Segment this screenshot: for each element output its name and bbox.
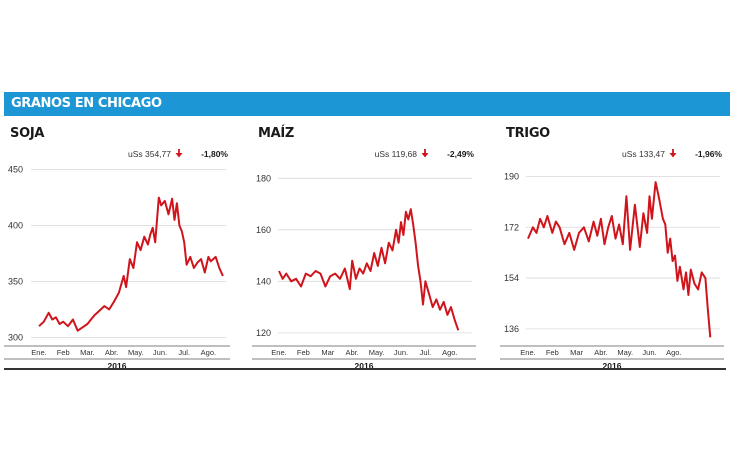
y-tick-label: 400 bbox=[8, 221, 23, 231]
month-label: Ene. bbox=[271, 348, 286, 357]
month-label: Feb bbox=[546, 348, 559, 357]
change-label: -1,96% bbox=[695, 149, 722, 159]
month-label: May. bbox=[369, 348, 385, 357]
month-label: Abr. bbox=[105, 348, 118, 357]
banner-title: GRANOS EN CHICAGO bbox=[11, 96, 162, 111]
y-tick-label: 120 bbox=[256, 328, 271, 338]
y-tick-label: 154 bbox=[504, 273, 519, 283]
month-label: Feb bbox=[57, 348, 70, 357]
month-label: May. bbox=[617, 348, 633, 357]
month-label: Ago. bbox=[442, 348, 457, 357]
y-tick-label: 160 bbox=[256, 225, 271, 235]
price-label: uSs 133,47 bbox=[622, 149, 665, 159]
month-label: Jun. bbox=[153, 348, 167, 357]
chart-trigo: uSs 133,47 -1,96% 136 154 172 190 Ene. Feb Mar Ab… bbox=[500, 149, 724, 371]
month-label: Jun. bbox=[642, 348, 656, 357]
y-tick-label: 190 bbox=[504, 171, 519, 181]
change-label: -1,80% bbox=[201, 149, 228, 159]
chart-soja: uSs 354,77 -1,80% 300 350 400 450 Ene. Feb Mar. A… bbox=[4, 149, 230, 371]
arrow-down-icon bbox=[175, 149, 183, 158]
year-label: 2016 bbox=[355, 361, 374, 371]
year-label: 2016 bbox=[108, 361, 127, 371]
arrow-down-icon bbox=[421, 149, 429, 158]
chart-panel-maiz: MAÍZ uSs 119,68 -2,49% 120 140 160 180 Ene. Feb… bbox=[252, 118, 478, 371]
series-line bbox=[278, 208, 460, 331]
arrow-down-icon-head bbox=[175, 153, 183, 158]
price-label: uSs 119,68 bbox=[375, 149, 418, 159]
month-label: Jul. bbox=[178, 348, 190, 357]
month-label: Jun. bbox=[394, 348, 408, 357]
month-label: Ene. bbox=[31, 348, 46, 357]
chart-title: SOJA bbox=[10, 126, 45, 141]
month-label: May. bbox=[128, 348, 144, 357]
series-line bbox=[38, 196, 224, 332]
y-tick-label: 140 bbox=[256, 276, 271, 286]
chart-panel-trigo: TRIGO uSs 133,47 -1,96% 136 154 172 190 Ene. Fe… bbox=[500, 118, 726, 371]
chart-title: TRIGO bbox=[506, 126, 550, 141]
month-label: Mar. bbox=[80, 348, 95, 357]
series-line bbox=[527, 181, 712, 338]
month-label: Abr. bbox=[594, 348, 607, 357]
arrow-down-icon bbox=[669, 149, 677, 158]
year-label: 2016 bbox=[603, 361, 622, 371]
month-label: Ago. bbox=[666, 348, 681, 357]
month-label: Abr. bbox=[346, 348, 359, 357]
arrow-down-icon-head bbox=[421, 153, 429, 158]
y-tick-label: 180 bbox=[256, 173, 271, 183]
month-label: Jul. bbox=[420, 348, 432, 357]
header-banner: GRANOS EN CHICAGO bbox=[4, 92, 730, 116]
month-label: Mar bbox=[570, 348, 583, 357]
change-label: -2,49% bbox=[447, 149, 474, 159]
arrow-down-icon-head bbox=[669, 153, 677, 158]
month-label: Ene. bbox=[520, 348, 535, 357]
month-label: Feb bbox=[297, 348, 310, 357]
chart-maiz: uSs 119,68 -2,49% 120 140 160 180 Ene. Feb Mar Ab… bbox=[252, 149, 476, 371]
chart-title: MAÍZ bbox=[258, 126, 295, 141]
y-tick-label: 350 bbox=[8, 276, 23, 286]
month-label: Ago. bbox=[201, 348, 216, 357]
price-label: uSs 354,77 bbox=[128, 149, 171, 159]
chart-panel-soja: SOJA uSs 354,77 -1,80% 300 350 400 450 Ene. Feb… bbox=[4, 118, 232, 371]
y-tick-label: 172 bbox=[504, 222, 519, 232]
bottom-rule bbox=[4, 368, 726, 370]
y-tick-label: 450 bbox=[8, 165, 23, 175]
y-tick-label: 300 bbox=[8, 332, 23, 342]
y-tick-label: 136 bbox=[504, 324, 519, 334]
month-label: Mar bbox=[321, 348, 334, 357]
